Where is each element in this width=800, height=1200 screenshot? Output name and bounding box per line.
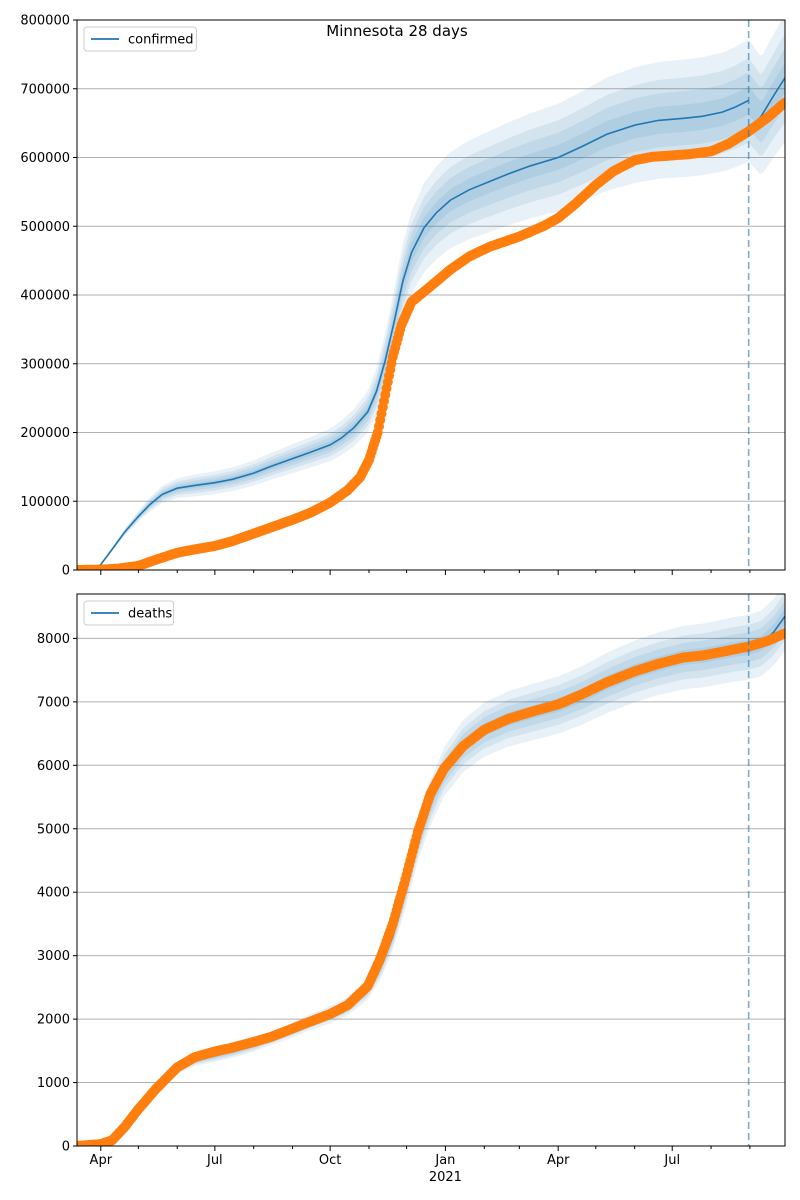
legend-box bbox=[83, 26, 197, 52]
observed-point bbox=[780, 628, 785, 639]
y-tick-label: 7000 bbox=[37, 695, 70, 710]
deaths-legend: deaths bbox=[83, 600, 175, 626]
y-tick-label: 300000 bbox=[20, 357, 70, 372]
x-tick-label: Jul bbox=[206, 1153, 223, 1168]
legend-label: confirmed bbox=[128, 33, 194, 48]
y-tick-label: 800000 bbox=[20, 14, 70, 29]
y-tick-label: 100000 bbox=[20, 495, 70, 510]
y-tick-label: 0 bbox=[62, 564, 70, 579]
x-year-label: 2021 bbox=[429, 1170, 462, 1185]
y-tick-label: 0 bbox=[62, 1140, 70, 1155]
y-tick-label: 400000 bbox=[20, 289, 70, 304]
figure-title: Minnesota 28 days bbox=[326, 22, 468, 40]
x-tick-label: Apr bbox=[547, 1153, 570, 1168]
plot-area bbox=[77, 594, 785, 1146]
y-tick-label: 500000 bbox=[20, 220, 70, 235]
y-tick-label: 6000 bbox=[37, 759, 70, 774]
axes-frame bbox=[76, 593, 786, 1147]
x-tick-label: Jul bbox=[663, 1153, 680, 1168]
plot-area bbox=[77, 20, 785, 570]
confidence-band bbox=[85, 20, 785, 570]
x-tick-label: Apr bbox=[90, 1153, 113, 1168]
y-tick-label: 700000 bbox=[20, 82, 70, 97]
y-tick-label: 8000 bbox=[37, 632, 70, 647]
confirmed-model-line bbox=[77, 99, 750, 570]
deaths-panel: 0 1000 2000 3000 4000 5000 6000 7000 8000 Apr Jul O… bbox=[37, 593, 786, 1185]
axes-frame bbox=[76, 19, 786, 571]
observed-point bbox=[780, 97, 785, 108]
y-tick-label: 600000 bbox=[20, 151, 70, 166]
y-tick-label: 3000 bbox=[37, 949, 70, 964]
confidence-band bbox=[85, 48, 785, 570]
confirmed-panel: 0 100000 200000 300000 400000 500000 600000 700… bbox=[20, 14, 786, 579]
legend-label: deaths bbox=[128, 607, 173, 622]
confirmed-legend: confirmed bbox=[83, 26, 197, 52]
legend-box bbox=[83, 600, 175, 626]
x-tick-label: Jan bbox=[434, 1153, 455, 1168]
y-tick-label: 5000 bbox=[37, 822, 70, 837]
y-tick-label: 1000 bbox=[37, 1076, 70, 1091]
x-tick-label: Oct bbox=[319, 1153, 341, 1168]
y-tick-label: 4000 bbox=[37, 886, 70, 901]
y-tick-label: 200000 bbox=[20, 426, 70, 441]
y-tick-label: 2000 bbox=[37, 1013, 70, 1028]
